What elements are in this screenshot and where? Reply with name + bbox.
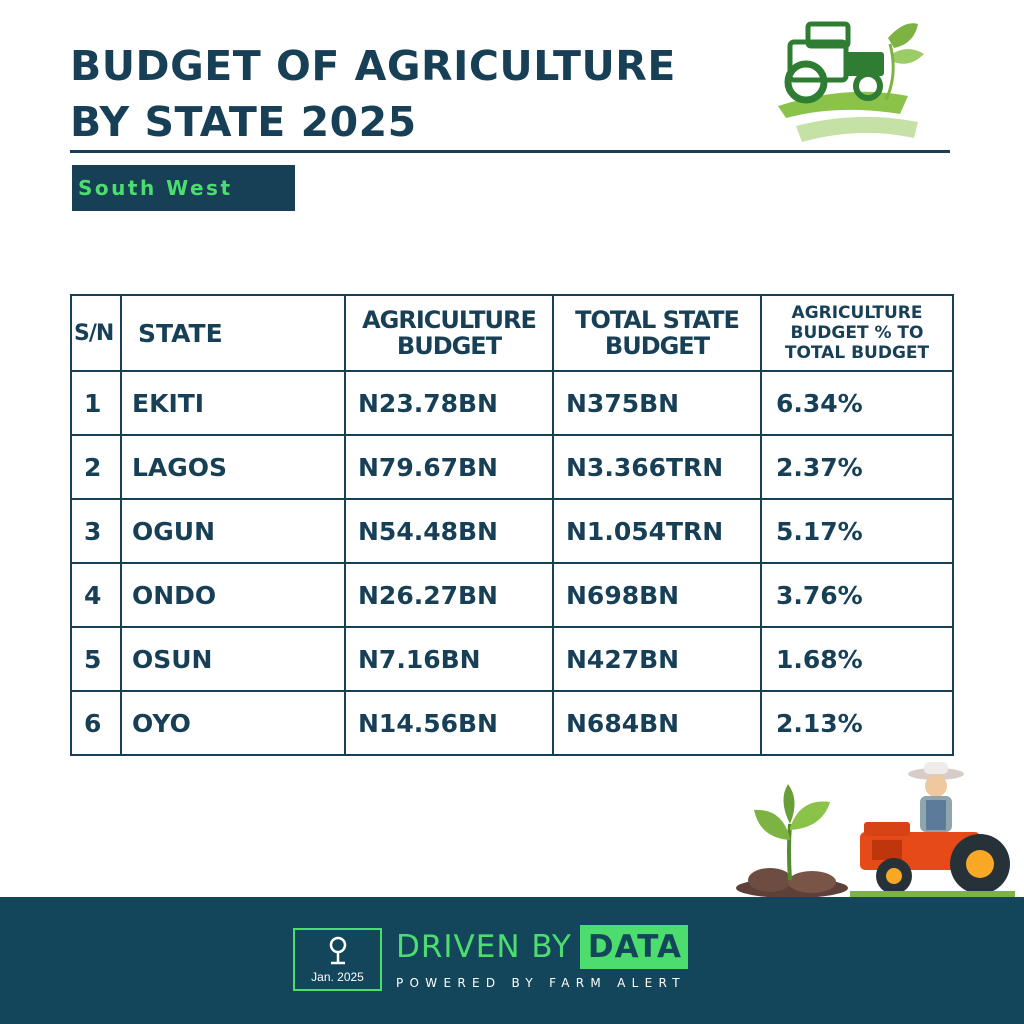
farmer-on-tractor-icon — [850, 762, 1015, 897]
row-total-state-budget: N698BN — [552, 562, 762, 628]
row-state: OYO — [120, 690, 346, 756]
table-header-row: S/N STATE AGRICULTURE BUDGET TOTAL STATE… — [70, 294, 954, 372]
row-state: EKITI — [120, 370, 346, 436]
seedling-icon — [736, 784, 848, 898]
row-agriculture-budget: N14.56BN — [344, 690, 554, 756]
brand-lead-text: DRIVEN BY — [396, 929, 572, 965]
row-agriculture-budget: N23.78BN — [344, 370, 554, 436]
date-label: Jan. 2025 — [311, 970, 364, 984]
header-agriculture-budget: AGRICULTURE BUDGET — [344, 294, 554, 372]
row-total-state-budget: N375BN — [552, 370, 762, 436]
row-total-state-budget: N1.054TRN — [552, 498, 762, 564]
row-agriculture-budget: N54.48BN — [344, 498, 554, 564]
title-divider — [70, 150, 950, 153]
brand-box-text: DATA — [579, 925, 688, 969]
region-label: South West — [72, 165, 295, 211]
row-agriculture-percent: 1.68% — [760, 626, 954, 692]
powered-by-text: POWERED BY FARM ALERT — [396, 976, 686, 990]
map-pin-icon — [329, 936, 347, 965]
header-state: STATE — [120, 294, 346, 372]
row-agriculture-percent: 2.13% — [760, 690, 954, 756]
row-state: LAGOS — [120, 434, 346, 500]
tractor-leaf-logo-icon — [778, 21, 924, 142]
header-total-state-budget: TOTAL STATE BUDGET — [552, 294, 762, 372]
row-sn: 4 — [70, 562, 122, 628]
header-total-state-budget-line-1: TOTAL STATE — [575, 306, 740, 334]
header-agriculture-budget-line-1: AGRICULTURE — [362, 306, 537, 334]
table-row: 3 OGUN N54.48BN N1.054TRN 5.17% — [70, 498, 954, 564]
row-agriculture-budget: N79.67BN — [344, 434, 554, 500]
row-state: OSUN — [120, 626, 346, 692]
table-row: 1 EKITI N23.78BN N375BN 6.34% — [70, 370, 954, 436]
header-sn: S/N — [70, 294, 122, 372]
budget-table: S/N STATE AGRICULTURE BUDGET TOTAL STATE… — [70, 294, 954, 756]
table-row: 6 OYO N14.56BN N684BN 2.13% — [70, 690, 954, 756]
row-agriculture-percent: 6.34% — [760, 370, 954, 436]
row-sn: 1 — [70, 370, 122, 436]
page-title-line-2: BY STATE 2025 — [70, 98, 417, 146]
row-total-state-budget: N684BN — [552, 690, 762, 756]
date-badge: Jan. 2025 — [293, 928, 382, 991]
brand-logo: DRIVEN BY DATA — [396, 924, 688, 970]
row-sn: 5 — [70, 626, 122, 692]
row-sn: 6 — [70, 690, 122, 756]
header-agriculture-percent-line-3: TOTAL BUDGET — [784, 343, 930, 363]
header-agriculture-percent: AGRICULTURE BUDGET % TO TOTAL BUDGET — [760, 294, 954, 372]
row-state: ONDO — [120, 562, 346, 628]
header-agriculture-budget-line-2: BUDGET — [396, 332, 502, 360]
row-sn: 3 — [70, 498, 122, 564]
row-agriculture-percent: 5.17% — [760, 498, 954, 564]
row-state: OGUN — [120, 498, 346, 564]
page-title-line-1: BUDGET OF AGRICULTURE — [70, 42, 676, 90]
header-total-state-budget-line-2: BUDGET — [604, 332, 710, 360]
row-agriculture-percent: 3.76% — [760, 562, 954, 628]
row-sn: 2 — [70, 434, 122, 500]
page-title: BUDGET OF AGRICULTURE BY STATE 2025 — [70, 38, 750, 150]
row-agriculture-budget: N7.16BN — [344, 626, 554, 692]
row-total-state-budget: N3.366TRN — [552, 434, 762, 500]
table-row: 5 OSUN N7.16BN N427BN 1.68% — [70, 626, 954, 692]
row-total-state-budget: N427BN — [552, 626, 762, 692]
table-row: 4 ONDO N26.27BN N698BN 3.76% — [70, 562, 954, 628]
row-agriculture-percent: 2.37% — [760, 434, 954, 500]
row-agriculture-budget: N26.27BN — [344, 562, 554, 628]
header-agriculture-percent-line-1: AGRICULTURE — [791, 303, 923, 323]
footer-bar — [0, 897, 1024, 1024]
header-agriculture-percent-line-2: BUDGET % TO — [790, 323, 924, 343]
table-row: 2 LAGOS N79.67BN N3.366TRN 2.37% — [70, 434, 954, 500]
